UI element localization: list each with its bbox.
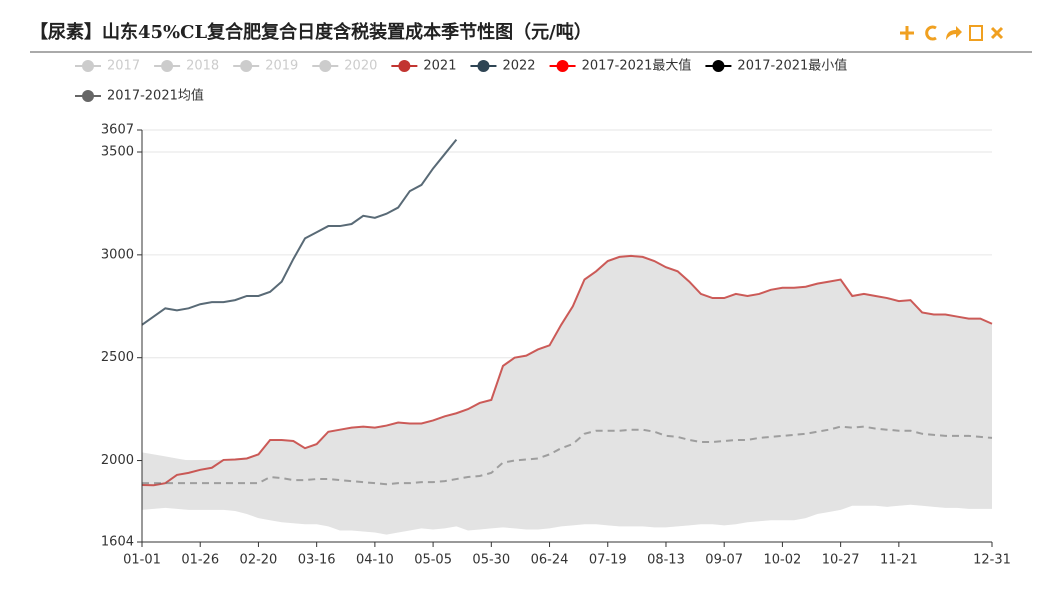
min-max-band — [142, 255, 992, 535]
share-icon[interactable] — [946, 26, 962, 40]
legend-item[interactable]: 2019 — [233, 59, 298, 74]
x-tick-label: 04-10 — [356, 553, 394, 568]
legend-text: 2017-2021最大值 — [582, 58, 692, 74]
legend-marker — [712, 60, 725, 72]
legend-text: 2019 — [265, 59, 298, 74]
legend-marker — [556, 60, 569, 72]
legend-item[interactable]: 2018 — [154, 59, 219, 74]
legend-item[interactable]: 2017-2021最大值 — [549, 58, 692, 74]
legend-marker — [319, 60, 332, 72]
refresh-icon[interactable] — [925, 25, 937, 41]
y-tick-label: 3500 — [101, 145, 134, 160]
y-tick-label: 2000 — [101, 453, 134, 468]
x-tick-label: 02-20 — [240, 553, 278, 568]
series-line — [141, 139, 458, 326]
x-tick-label: 03-16 — [298, 553, 336, 568]
legend-item[interactable]: 2020 — [312, 59, 377, 74]
legend-text: 2017-2021均值 — [107, 88, 204, 104]
x-tick-label: 07-19 — [589, 553, 627, 568]
legend-marker — [240, 60, 253, 72]
toolbox — [900, 25, 1004, 41]
save-image-icon[interactable] — [969, 25, 983, 41]
legend-marker — [82, 90, 94, 102]
legend-text: 2022 — [502, 59, 535, 74]
x-tick-label: 10-02 — [764, 553, 802, 568]
x-tick-label: 06-24 — [531, 553, 569, 568]
legend-text: 2018 — [186, 59, 219, 74]
legend-text: 2017 — [107, 59, 140, 74]
x-tick-label: 01-26 — [181, 553, 219, 568]
legend-item[interactable]: 2017-2021均值 — [75, 88, 204, 104]
x-tick-label: 12-31 — [973, 553, 1011, 568]
x-tick-label: 11-21 — [880, 553, 918, 568]
x-tick-label: 01-01 — [123, 553, 161, 568]
x-tick-label: 05-05 — [414, 553, 452, 568]
series-line — [142, 425, 993, 486]
move-icon[interactable] — [900, 26, 914, 40]
legend-text: 2021 — [423, 59, 456, 74]
legend-marker — [477, 60, 490, 72]
y-tick-label: 2500 — [101, 350, 134, 365]
legend-marker — [82, 60, 94, 72]
y-tick-label: 3000 — [101, 247, 134, 262]
legend-text: 2017-2021最小值 — [737, 58, 847, 74]
legend-item[interactable]: 2021 — [391, 59, 456, 74]
x-tick-label: 09-07 — [705, 553, 743, 568]
legend-item[interactable]: 2017-2021最小值 — [705, 58, 847, 74]
legend-marker — [161, 60, 174, 72]
x-tick-label: 10-27 — [822, 553, 860, 568]
chart-title: 【尿素】山东45%CL复合肥复合日度含税装置成本季节性图（元/吨） — [30, 21, 592, 43]
legend-text: 2020 — [344, 59, 377, 74]
y-tick-label: 3607 — [101, 123, 134, 138]
series-line — [141, 254, 993, 487]
y-tick-label: 1604 — [101, 535, 134, 550]
legend-marker — [398, 60, 411, 72]
close-icon[interactable] — [990, 26, 1004, 40]
legend-item[interactable]: 2022 — [470, 59, 536, 74]
legend-item[interactable]: 2017 — [75, 59, 140, 74]
x-tick-label: 05-30 — [472, 553, 510, 568]
x-tick-label: 08-13 — [647, 553, 685, 568]
